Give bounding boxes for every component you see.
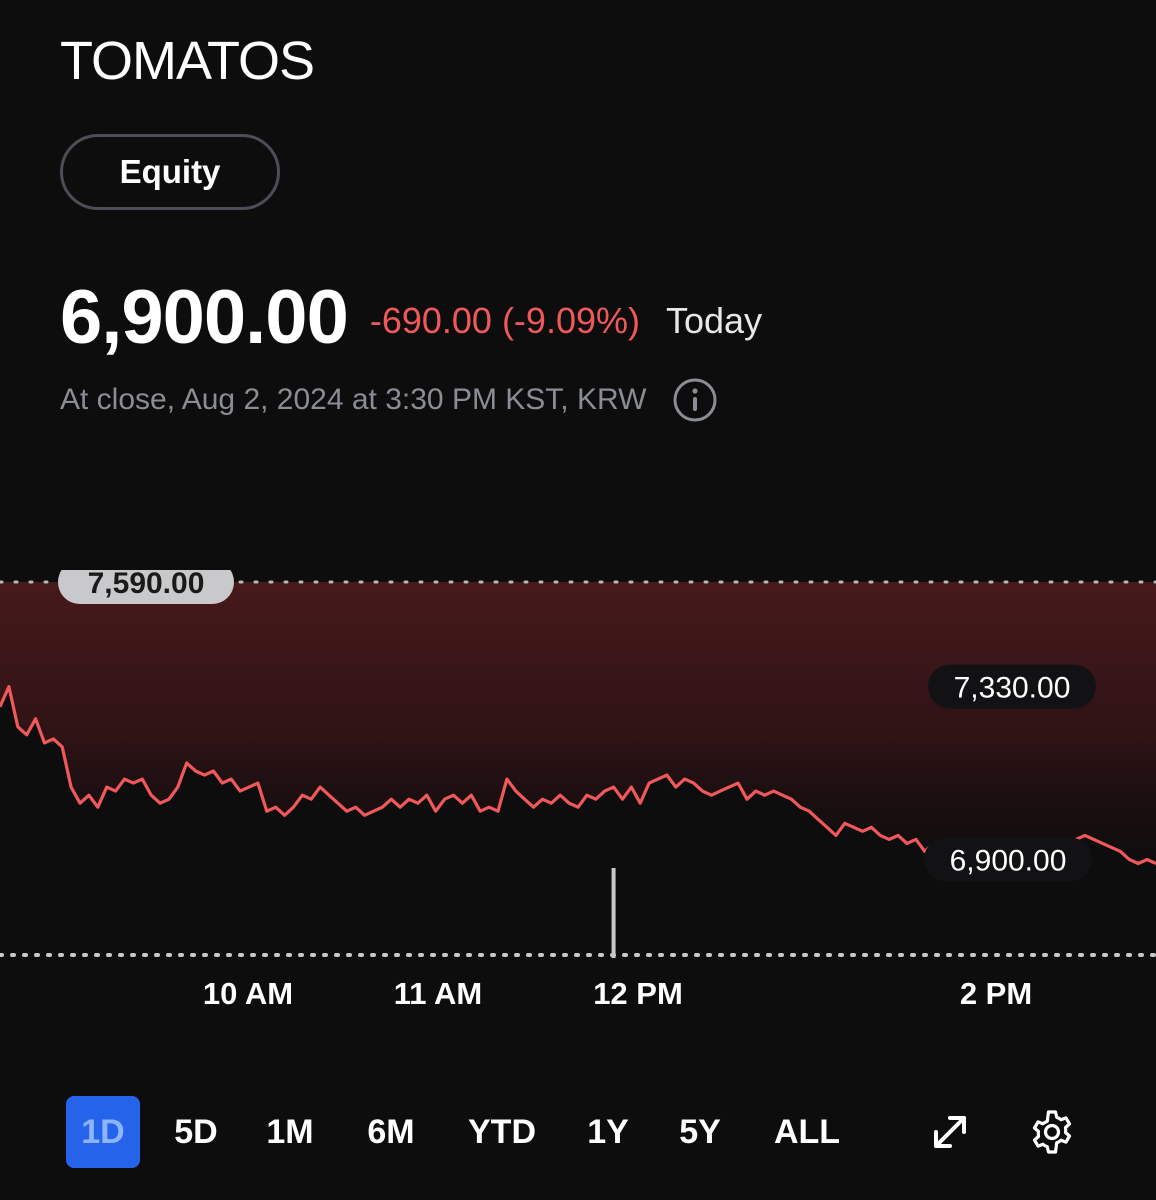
x-tick-label: 12 PM — [593, 976, 683, 1011]
gear-icon — [1032, 1110, 1072, 1154]
x-tick-label: 11 AM — [394, 976, 482, 1011]
last-price-label-bg — [924, 837, 1092, 882]
ticker-title: TOMATOS — [60, 31, 315, 91]
tab-5y[interactable]: 5Y — [679, 1112, 721, 1151]
high-price-label-text: 7,330.00 — [954, 672, 1071, 705]
expand-button[interactable] — [920, 1102, 980, 1162]
previous-close-label-text: 7,590.00 — [88, 570, 205, 600]
tab-1y[interactable]: 1Y — [587, 1112, 629, 1151]
last-price-label-text: 6,900.00 — [950, 844, 1067, 877]
change-period: Today — [665, 300, 763, 341]
last-price: 6,900.00 — [60, 274, 349, 360]
high-price-label: 7,330.00 — [928, 664, 1096, 709]
price-chart[interactable]: 7,590.00 7,330.00 6,900.00 10 AM 11 AM 12 PM 2… — [0, 570, 1156, 1030]
quote-row: 6,900.00 -690.00 (-9.09%) Today — [60, 272, 762, 362]
last-price-label: 6,900.00 — [924, 837, 1092, 882]
x-tick-label: 10 AM — [203, 976, 293, 1011]
previous-close-label: 7,590.00 — [58, 570, 234, 605]
tab-ytd[interactable]: YTD — [468, 1112, 536, 1151]
previous-close-label-bg — [58, 570, 234, 605]
range-tabs: 1D 5D 1M 6M YTD 1Y 5Y ALL — [0, 1094, 1156, 1170]
equity-chip[interactable]: Equity — [60, 134, 280, 210]
tab-all[interactable]: ALL — [773, 1112, 841, 1151]
info-icon[interactable] — [672, 377, 718, 423]
x-tick-label: 2 PM — [960, 976, 1032, 1011]
close-info-row: At close, Aug 2, 2024 at 3:30 PM KST, KR… — [60, 376, 718, 424]
equity-chip-label: Equity — [119, 153, 221, 190]
expand-icon — [934, 1116, 966, 1148]
high-price-label-bg — [928, 664, 1096, 709]
settings-button[interactable] — [1022, 1102, 1082, 1162]
tab-5d[interactable]: 5D — [174, 1112, 218, 1151]
tab-6m[interactable]: 6M — [367, 1112, 415, 1151]
tab-1m[interactable]: 1M — [266, 1112, 314, 1151]
price-area-fill — [0, 582, 1156, 864]
tab-1d[interactable]: 1D — [66, 1096, 140, 1168]
close-info-text: At close, Aug 2, 2024 at 3:30 PM KST, KR… — [60, 383, 647, 416]
price-change: -690.00 (-9.09%) — [369, 300, 640, 341]
